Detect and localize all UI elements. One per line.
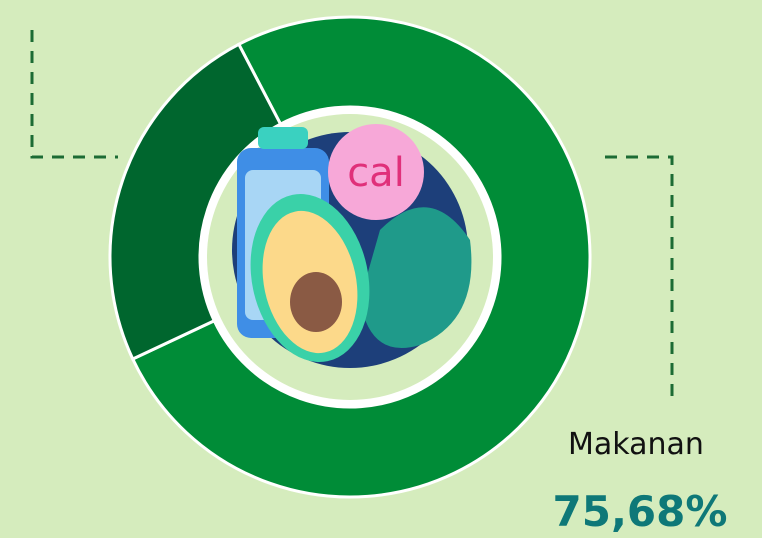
food-icon: cal — [232, 124, 472, 368]
leader-line — [30, 30, 118, 159]
leader-line — [605, 155, 674, 402]
icon-text: cal — [347, 150, 405, 196]
donut — [108, 15, 592, 499]
slice-value-label: 75,68% — [553, 487, 728, 536]
slice-name: Makanan — [568, 427, 704, 462]
